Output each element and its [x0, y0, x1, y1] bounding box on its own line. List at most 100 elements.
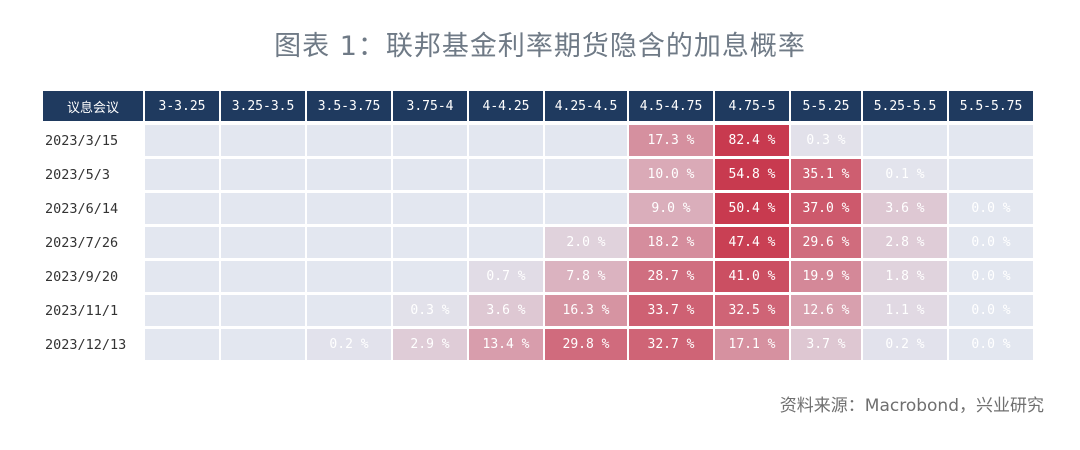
probability-cell: 2.8 % [863, 226, 947, 260]
empty-cell [469, 124, 543, 158]
probability-cell: 3.7 % [791, 328, 861, 362]
probability-cell: 0.1 % [863, 158, 947, 192]
empty-cell [221, 158, 305, 192]
empty-cell [393, 260, 467, 294]
empty-cell [949, 158, 1033, 192]
column-header: 4.75-5 [715, 91, 789, 124]
empty-cell [469, 158, 543, 192]
empty-cell [949, 124, 1033, 158]
empty-cell [145, 260, 219, 294]
table-row: 2023/7/26 2.0 % 18.2 % 47.4 % 29.6 % 2.8 % 0.0… [43, 226, 1033, 260]
probability-cell: 0.0 % [949, 226, 1033, 260]
chart-title: 图表 1：联邦基金利率期货隐含的加息概率 [274, 31, 806, 62]
probability-cell: 1.8 % [863, 260, 947, 294]
table-row: 2023/6/14 9.0 % 50.4 % 37.0 % 3.6 % 0.0 % [43, 192, 1033, 226]
probability-cell: 7.8 % [545, 260, 627, 294]
probability-cell: 9.0 % [629, 192, 713, 226]
empty-cell [307, 192, 391, 226]
empty-cell [307, 226, 391, 260]
empty-cell [545, 124, 627, 158]
meeting-date: 2023/6/14 [43, 192, 143, 226]
probability-cell: 32.7 % [629, 328, 713, 362]
probability-cell: 29.6 % [791, 226, 861, 260]
probability-cell: 28.7 % [629, 260, 713, 294]
corner-header: 议息会议 [43, 91, 143, 124]
probability-table: 议息会议 3-3.25 3.25-3.5 3.5-3.75 3.75-4 4-4.25 4… [41, 91, 1035, 362]
empty-cell [863, 124, 947, 158]
empty-cell [145, 328, 219, 362]
empty-cell [393, 192, 467, 226]
empty-cell [145, 226, 219, 260]
empty-cell [307, 294, 391, 328]
probability-cell: 33.7 % [629, 294, 713, 328]
table-header-row: 议息会议 3-3.25 3.25-3.5 3.5-3.75 3.75-4 4-4.25 4… [43, 91, 1033, 124]
probability-cell: 3.6 % [469, 294, 543, 328]
empty-cell [307, 124, 391, 158]
probability-cell: 0.0 % [949, 328, 1033, 362]
probability-cell: 0.3 % [393, 294, 467, 328]
empty-cell [469, 192, 543, 226]
empty-cell [307, 260, 391, 294]
meeting-date: 2023/12/13 [43, 328, 143, 362]
probability-cell: 10.0 % [629, 158, 713, 192]
empty-cell [221, 226, 305, 260]
column-header: 3.25-3.5 [221, 91, 305, 124]
probability-cell: 17.3 % [629, 124, 713, 158]
probability-cell: 47.4 % [715, 226, 789, 260]
column-header: 4.25-4.5 [545, 91, 627, 124]
probability-cell: 18.2 % [629, 226, 713, 260]
probability-cell: 16.3 % [545, 294, 627, 328]
empty-cell [307, 158, 391, 192]
empty-cell [393, 124, 467, 158]
column-header: 3-3.25 [145, 91, 219, 124]
probability-cell: 0.7 % [469, 260, 543, 294]
table-row: 2023/9/20 0.7 % 7.8 % 28.7 % 41.0 % 19.9 % 1.8… [43, 260, 1033, 294]
column-header: 5.5-5.75 [949, 91, 1033, 124]
meeting-date: 2023/9/20 [43, 260, 143, 294]
probability-cell: 3.6 % [863, 192, 947, 226]
probability-cell: 2.9 % [393, 328, 467, 362]
probability-cell: 0.0 % [949, 192, 1033, 226]
probability-cell: 13.4 % [469, 328, 543, 362]
empty-cell [393, 226, 467, 260]
column-header: 3.5-3.75 [307, 91, 391, 124]
source-note: 资料来源：Macrobond，兴业研究 [779, 396, 1044, 416]
empty-cell [145, 124, 219, 158]
empty-cell [221, 192, 305, 226]
empty-cell [469, 226, 543, 260]
meeting-date: 2023/7/26 [43, 226, 143, 260]
empty-cell [145, 192, 219, 226]
probability-cell: 12.6 % [791, 294, 861, 328]
probability-cell: 29.8 % [545, 328, 627, 362]
empty-cell [221, 294, 305, 328]
probability-cell: 17.1 % [715, 328, 789, 362]
column-header: 4-4.25 [469, 91, 543, 124]
probability-cell: 0.2 % [863, 328, 947, 362]
probability-cell: 1.1 % [863, 294, 947, 328]
meeting-date: 2023/11/1 [43, 294, 143, 328]
empty-cell [545, 192, 627, 226]
empty-cell [145, 294, 219, 328]
probability-cell: 54.8 % [715, 158, 789, 192]
empty-cell [221, 124, 305, 158]
empty-cell [393, 158, 467, 192]
meeting-date: 2023/3/15 [43, 124, 143, 158]
table-body: 2023/3/15 17.3 % 82.4 % 0.3 % 2023/5/3 10.0 %… [43, 124, 1033, 362]
meeting-date: 2023/5/3 [43, 158, 143, 192]
probability-cell: 82.4 % [715, 124, 789, 158]
table-row: 2023/3/15 17.3 % 82.4 % 0.3 % [43, 124, 1033, 158]
probability-cell: 32.5 % [715, 294, 789, 328]
column-header: 5.25-5.5 [863, 91, 947, 124]
probability-cell: 0.0 % [949, 294, 1033, 328]
probability-cell: 0.3 % [791, 124, 861, 158]
probability-cell: 50.4 % [715, 192, 789, 226]
empty-cell [221, 328, 305, 362]
probability-cell: 35.1 % [791, 158, 861, 192]
probability-cell: 2.0 % [545, 226, 627, 260]
probability-cell: 0.2 % [307, 328, 391, 362]
table-row: 2023/12/13 0.2 % 2.9 % 13.4 % 29.8 % 32.7 % 17… [43, 328, 1033, 362]
probability-cell: 41.0 % [715, 260, 789, 294]
empty-cell [221, 260, 305, 294]
column-header: 4.5-4.75 [629, 91, 713, 124]
probability-cell: 19.9 % [791, 260, 861, 294]
